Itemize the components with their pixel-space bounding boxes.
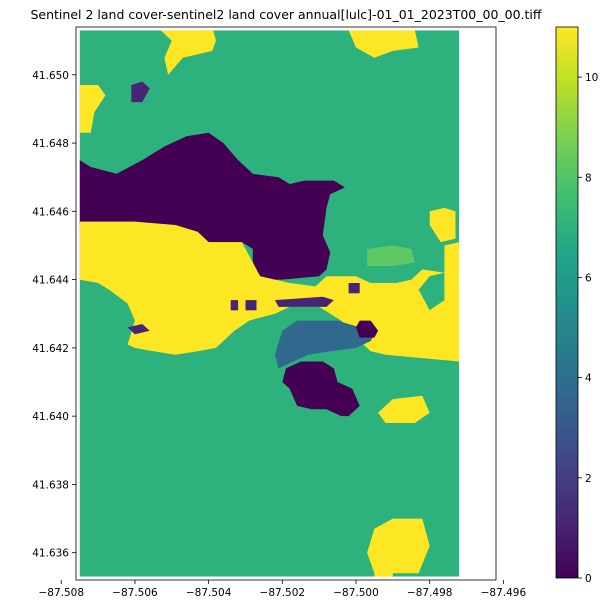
x-tick-label: −87.504	[186, 587, 232, 599]
colorbar-tick-label: 10	[585, 72, 598, 84]
land-cover-patch-class-11	[378, 395, 430, 423]
land-cover-patch-class-11	[348, 30, 419, 58]
land-cover-patch-class-11	[160, 30, 216, 75]
y-tick-label: 41.636	[32, 548, 69, 560]
y-axis: 41.636 41.638 41.640 41.642 41.644 41.646 41.6…	[32, 70, 76, 560]
colorbar-tick-label: 0	[585, 573, 592, 585]
colorbar-tick-label: 6	[585, 272, 592, 284]
land-cover-patch-class-7	[252, 306, 320, 345]
land-cover-patch-class-8	[367, 245, 415, 266]
land-cover-patch-class-2	[131, 81, 150, 103]
land-cover-raster	[79, 30, 466, 577]
chart-title: Sentinel 2 land cover-sentinel2 land cov…	[30, 7, 541, 22]
land-cover-patch-class-2	[459, 208, 466, 222]
y-tick-label: 41.648	[32, 138, 69, 150]
colorbar-tick-label: 2	[585, 473, 592, 485]
colorbar-axis: 0 2 4 6 8 10	[578, 72, 598, 585]
land-cover-patch-class-2	[274, 296, 334, 307]
land-cover-patch-class-11	[374, 569, 393, 577]
land-cover-patch-class-11	[367, 518, 430, 574]
colorbar	[555, 26, 579, 579]
x-tick-label: −87.500	[333, 587, 379, 599]
y-tick-label: 41.642	[32, 343, 69, 355]
y-tick-label: 41.644	[32, 275, 69, 287]
land-cover-patch-class-1	[356, 320, 379, 338]
y-tick-label: 41.650	[32, 70, 69, 82]
y-tick-label: 41.640	[32, 411, 69, 423]
x-tick-label: −87.502	[260, 587, 306, 599]
x-tick-label: −87.508	[38, 587, 84, 599]
colorbar-tick-label: 4	[585, 373, 592, 385]
land-cover-patch-class-2	[348, 283, 360, 294]
land-cover-patch-class-1	[79, 132, 345, 280]
x-tick-label: −87.496	[481, 587, 527, 599]
land-cover-patch-class-1	[282, 361, 360, 417]
land-cover-patch-class-11	[429, 207, 456, 243]
axes-frame	[75, 26, 497, 581]
x-tick-label: −87.506	[112, 587, 158, 599]
land-cover-patch-class-2	[245, 300, 257, 311]
colorbar-tick-label: 8	[585, 172, 592, 184]
x-tick-label: −87.498	[407, 587, 453, 599]
y-tick-label: 41.646	[32, 206, 69, 218]
land-cover-patch-class-11	[79, 85, 106, 133]
x-axis: −87.508 −87.506 −87.504 −87.502 −87.500 −87.4…	[38, 580, 526, 599]
land-cover-patch-class-7	[418, 272, 445, 311]
land-cover-patch-class-2	[127, 324, 150, 335]
y-tick-label: 41.638	[32, 479, 69, 491]
land-cover-patch-class-2	[230, 300, 239, 311]
land-cover-patch-class-5	[274, 320, 375, 369]
